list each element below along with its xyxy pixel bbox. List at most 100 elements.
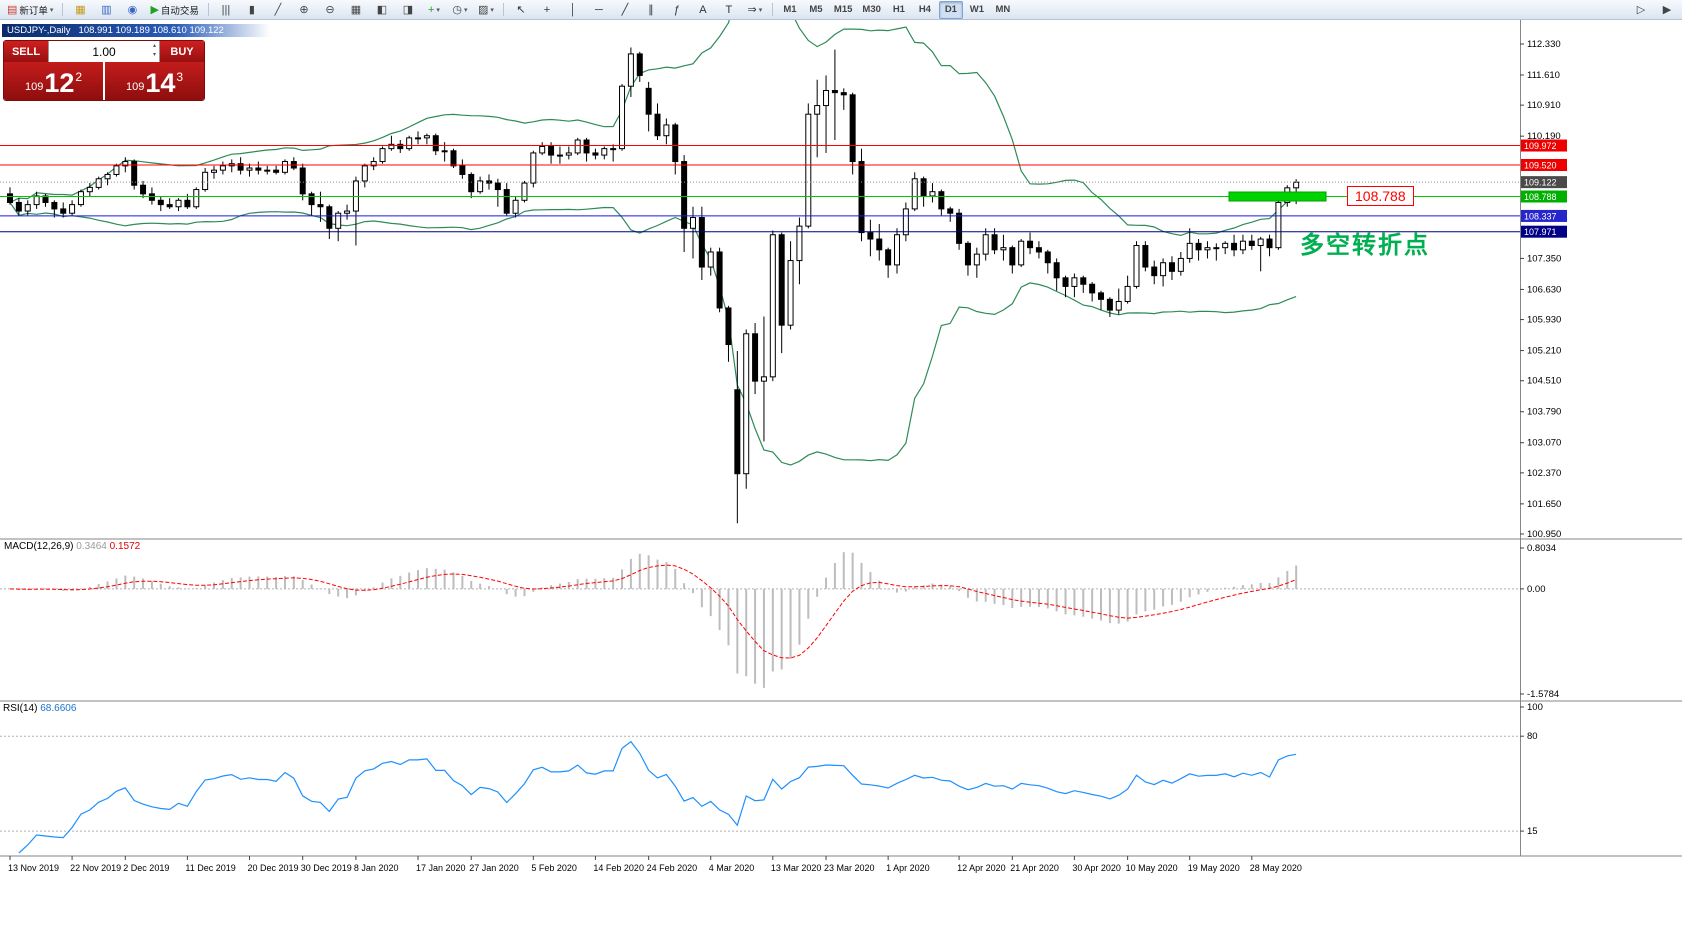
date-label: 23 Mar 2020 [824,863,875,873]
date-label: 30 Apr 2020 [1072,863,1121,873]
new-order-button[interactable]: ▤ 新订单 ▾ [3,1,57,19]
tf-m30-button[interactable]: M30 [858,1,884,19]
periods-icon: ◷ [452,3,462,16]
zoom-out-button[interactable]: ⊖ [318,1,342,19]
tf-m1-button[interactable]: M1 [778,1,802,19]
price-tick-label: 104.510 [1527,376,1561,387]
arrows-button[interactable]: ⇒ ▾ [743,1,767,19]
volume-up-icon[interactable]: ▴ [152,43,156,49]
new-chart-button[interactable]: ▦ [68,1,92,19]
rsi-axis-label: 15 [1527,826,1538,837]
periods-button[interactable]: ◷ ▾ [448,1,472,19]
tf-m15-button-label: M15 [833,4,853,15]
price-tick-label: 105.930 [1527,315,1561,326]
date-label: 1 Apr 2020 [886,863,930,873]
price-tick-label: 105.210 [1527,346,1561,357]
chart-shift-button[interactable]: ▷ [1629,1,1653,19]
price-tick-label: 111.610 [1527,70,1560,81]
price-tick-label: 112.330 [1527,39,1561,50]
tf-mn-button[interactable]: MN [991,1,1015,19]
fibonacci-icon: ƒ [673,3,680,16]
bar-chart-mode-button[interactable]: ||| [214,1,238,19]
auto-trading-button[interactable]: ▶ 自动交易 [146,1,202,19]
crosshair-icon: + [543,3,551,16]
indicators-button[interactable]: + ▾ [422,1,446,19]
horizontal-line-button[interactable]: ─ [587,1,611,19]
price-callout-label[interactable]: 108.788 [1347,186,1414,206]
tile-windows-button[interactable]: ▦ [344,1,368,19]
toolbar-separator [771,3,773,16]
auto-scroll-button[interactable]: ▶ [1655,1,1679,19]
tf-w1-button-label: W1 [969,4,985,15]
tf-m5-button-label: M5 [809,4,823,15]
text-icon: A [699,3,707,16]
rsi-line [18,740,1297,854]
tf-w1-button[interactable]: W1 [965,1,989,19]
price-tick-label: 101.650 [1527,499,1561,510]
date-label: 8 Jan 2020 [354,863,399,873]
trendline-button[interactable]: ╱ [613,1,637,19]
volume-spinner[interactable]: ▴ ▾ [153,42,156,60]
price-marker-109.972 [1521,139,1567,152]
tf-h4-button[interactable]: H4 [913,1,937,19]
price-marker-label: 109.520 [1524,160,1557,170]
date-label: 22 Nov 2019 [70,863,121,873]
turning-point-annotation[interactable]: 多空转折点 [1300,232,1430,259]
macd-name: MACD(12,26,9) [4,541,74,552]
price-axis: 112.330 111.610 110.910 110.190 107.350 106.6… [1520,39,1567,837]
date-label: 10 May 2020 [1126,863,1178,873]
toolbar-separator [207,3,209,16]
volume-input[interactable]: 1.00 ▴ ▾ [48,41,160,62]
chart-shift-icon: ▷ [1636,3,1646,16]
arrange-windows-button[interactable]: ◨ [396,1,420,19]
sell-price-button[interactable]: 109 12 2 [4,62,103,100]
price-tick-label: 102.370 [1527,468,1561,479]
templates-button[interactable]: ▨ ▾ [474,1,498,19]
refresh-button[interactable]: ◉ [120,1,144,19]
date-label: 17 Jan 2020 [416,863,466,873]
cursor-button[interactable]: ↖ [509,1,533,19]
price-tick-label: 100.950 [1527,529,1561,540]
templates-icon: ▨ [477,3,489,16]
bollinger-lower [9,202,1297,466]
channel-button[interactable]: ∥ [639,1,663,19]
cascade-windows-button[interactable]: ◧ [370,1,394,19]
highlight-price-bar[interactable] [1228,191,1327,202]
price-marker-label: 108.788 [1524,192,1557,202]
chart-canvas[interactable]: 112.330 111.610 110.910 110.190 107.350 106.6… [0,20,1682,942]
sell-button[interactable]: SELL [4,41,48,62]
zoom-in-button[interactable]: ⊕ [292,1,316,19]
horizontal-line-objects[interactable] [0,145,1520,233]
trendline-icon: ╱ [621,3,629,16]
rsi-name: RSI(14) [3,703,38,714]
volume-down-icon[interactable]: ▾ [152,52,156,58]
profiles-button[interactable]: ▥ [94,1,118,19]
buy-button[interactable]: BUY [160,41,204,62]
text-button[interactable]: A [691,1,715,19]
label-button[interactable]: T [717,1,741,19]
new-chart-icon: ▦ [75,3,86,16]
tf-m15-button[interactable]: M15 [830,1,856,19]
price-marker-107.971 [1521,225,1567,238]
date-label: 24 Feb 2020 [647,863,698,873]
date-label: 28 May 2020 [1250,863,1302,873]
arrange-windows-icon: ◨ [402,3,414,16]
price-marker-109.520 [1521,158,1567,171]
line-chart-mode-button[interactable]: ╱ [266,1,290,19]
chart-title: USDJPY-,Daily 108.991 109.189 108.610 10… [2,24,270,37]
ohlc-values: 108.991 109.189 108.610 109.122 [78,25,224,36]
tf-m5-button[interactable]: M5 [804,1,828,19]
buy-price-button[interactable]: 109 14 3 [105,62,204,100]
zoom-in-icon: ⊕ [299,3,309,16]
tile-windows-icon: ▦ [350,3,362,16]
tf-d1-button[interactable]: D1 [938,0,963,19]
vertical-line-button[interactable]: │ [561,1,585,19]
auto-scroll-icon: ▶ [1662,3,1672,16]
crosshair-button[interactable]: + [535,1,559,19]
profiles-icon: ▥ [101,3,112,16]
toolbar-separator [502,3,504,16]
candlestick-mode-button[interactable]: ▮ [240,1,264,19]
candlestick-series [7,47,1300,524]
tf-h1-button[interactable]: H1 [887,1,911,19]
fibonacci-button[interactable]: ƒ [665,1,689,19]
